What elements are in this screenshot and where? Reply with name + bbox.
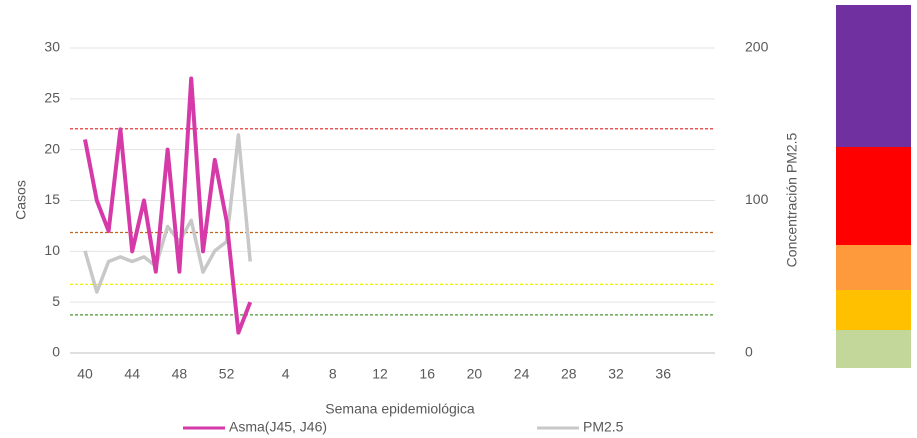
scale-band <box>836 5 911 147</box>
x-tick-label: 44 <box>124 366 140 382</box>
x-tick-label: 32 <box>608 366 624 382</box>
series-line <box>83 76 253 335</box>
y2-axis-title: Concentración PM2.5 <box>784 132 800 267</box>
x-tick-label: 28 <box>561 366 577 382</box>
scale-band <box>836 147 911 245</box>
legend-label: PM2.5 <box>583 419 624 435</box>
scale-band <box>836 290 911 330</box>
y-axis-title: Casos <box>13 180 29 220</box>
y-tick-label: 5 <box>52 293 60 309</box>
x-tick-label: 48 <box>172 366 188 382</box>
scale-band <box>836 330 911 368</box>
x-tick-label: 8 <box>329 366 337 382</box>
y-tick-label: 20 <box>44 140 60 156</box>
y-tick-label: 15 <box>44 191 60 207</box>
x-tick-label: 36 <box>655 366 671 382</box>
x-tick-label: 40 <box>77 366 93 382</box>
y2-tick-label: 0 <box>745 344 753 360</box>
series-line <box>83 133 252 294</box>
x-tick-label: 12 <box>372 366 388 382</box>
x-axis-title: Semana epidemiológica <box>325 401 475 417</box>
legend-label: Asma(J45, J46) <box>229 419 327 435</box>
y-tick-label: 30 <box>44 39 60 55</box>
y2-tick-label: 200 <box>745 39 769 55</box>
y-tick-label: 25 <box>44 90 60 106</box>
x-tick-label: 24 <box>514 366 530 382</box>
y-tick-label: 0 <box>52 344 60 360</box>
x-tick-label: 20 <box>467 366 483 382</box>
scale-band <box>836 245 911 290</box>
x-tick-label: 52 <box>219 366 235 382</box>
y-tick-label: 10 <box>44 242 60 258</box>
y2-tick-label: 100 <box>745 191 769 207</box>
x-tick-label: 16 <box>419 366 435 382</box>
x-tick-label: 4 <box>282 366 290 382</box>
